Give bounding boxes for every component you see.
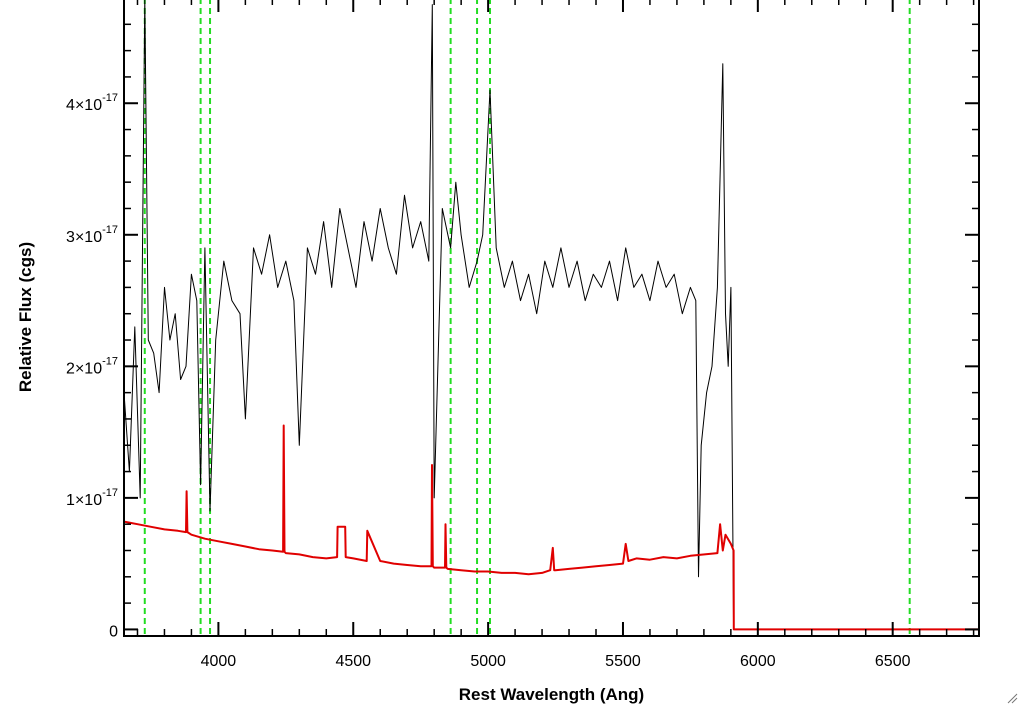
- y-tick-label-2: 2×10-17: [66, 355, 118, 377]
- x-tick-labels: 4000 4500 5000 5500 6000 6500: [201, 653, 911, 670]
- y-tick-mantissa: 3×10: [66, 229, 102, 246]
- y-tick-mantissa: 4×10: [66, 97, 102, 114]
- plot-frame: [123, 0, 980, 637]
- y-tick-mantissa: 2×10: [66, 360, 102, 377]
- y-tick-label-3: 3×10-17: [66, 224, 118, 246]
- axis-ticks: [124, 0, 979, 636]
- y-tick-label-4: 4×10-17: [66, 92, 118, 114]
- y-tick-exponent: -17: [102, 487, 118, 499]
- y-axis-label: Relative Flux (cgs): [16, 242, 35, 392]
- x-tick-label-0: 4000: [201, 653, 237, 670]
- x-tick-label-1: 4500: [335, 653, 371, 670]
- y-tick-exponent: -17: [102, 224, 118, 236]
- series-line-1: [123, 424, 979, 631]
- y-tick-exponent: -17: [102, 92, 118, 104]
- x-tick-label-5: 6500: [875, 653, 911, 670]
- y-tick-mantissa: 1×10: [66, 492, 102, 509]
- reference-lines: [143, 0, 911, 636]
- y-tick-mantissa: 0: [109, 623, 118, 640]
- x-tick-label-2: 5000: [470, 653, 506, 670]
- y-tick-label-0: 0: [109, 623, 118, 640]
- series-layer: [123, 0, 979, 631]
- resize-grip-icon[interactable]: [1006, 692, 1018, 704]
- y-tick-label-1: 1×10-17: [66, 487, 118, 509]
- series-line-0: [123, 0, 735, 630]
- x-axis-label: Rest Wavelength (Ang): [459, 685, 644, 704]
- y-tick-exponent: -17: [102, 355, 118, 367]
- x-tick-label-4: 6000: [740, 653, 776, 670]
- y-tick-labels: 01×10-172×10-173×10-174×10-17: [66, 92, 118, 640]
- x-tick-label-3: 5500: [605, 653, 641, 670]
